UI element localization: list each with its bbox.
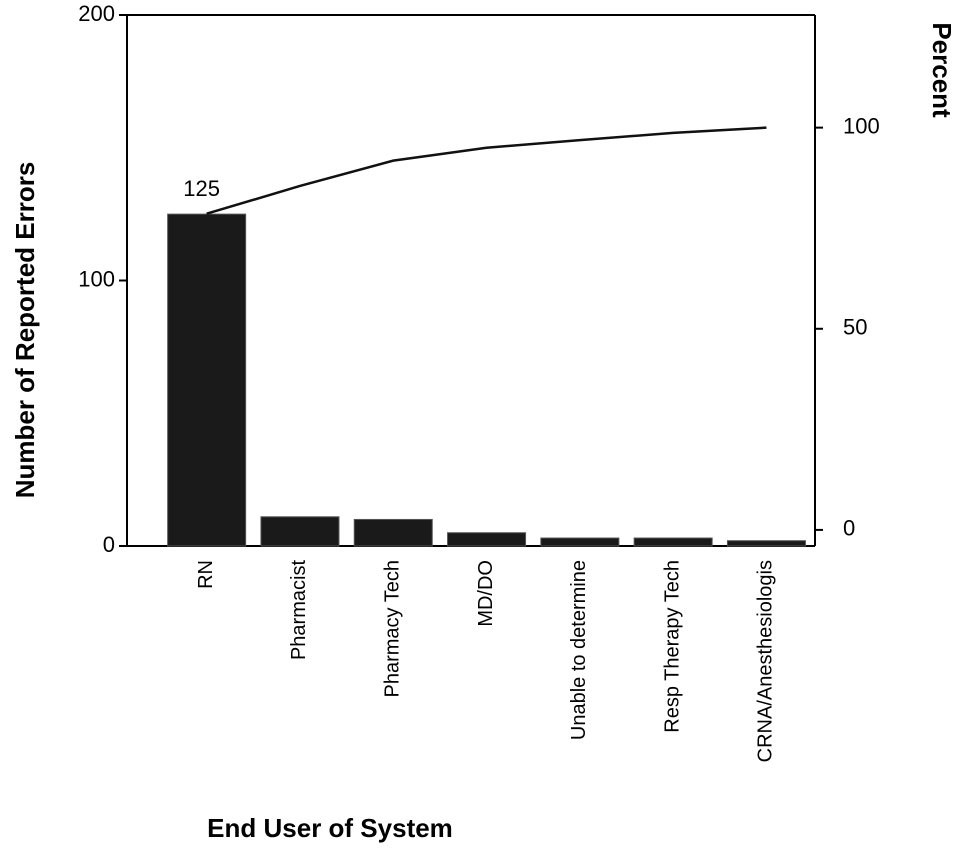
y2-tick-label: 0 [843,516,855,541]
bar [540,537,620,547]
x-tick-label: RN [195,560,217,589]
x-tick-label: Pharmacy Tech [382,560,404,697]
bar [167,213,247,547]
cumulative-line [206,126,767,215]
bar [726,540,806,547]
y-axis-label: Number of Reported Errors [10,162,40,499]
y-tick-label: 100 [78,266,115,291]
y-tick-label: 0 [103,532,115,557]
x-axis-label: End User of System [207,813,453,843]
x-tick-label: Pharmacist [288,560,310,660]
bar [260,516,340,547]
bar [353,518,433,547]
y2-axis-label: Percent [927,22,957,118]
y-tick-label: 200 [78,1,115,26]
x-tick-label: Unable to determine [568,560,590,740]
bar [447,532,527,547]
x-tick-label: Resp Therapy Tech [661,560,683,733]
y2-tick-label: 50 [843,315,867,340]
bar [633,537,713,547]
x-tick-label: MD/DO [475,560,497,627]
y2-tick-label: 100 [843,113,880,138]
value-label: 125 [183,176,220,201]
x-tick-label: CRNA/Anesthesiologis [755,560,777,762]
